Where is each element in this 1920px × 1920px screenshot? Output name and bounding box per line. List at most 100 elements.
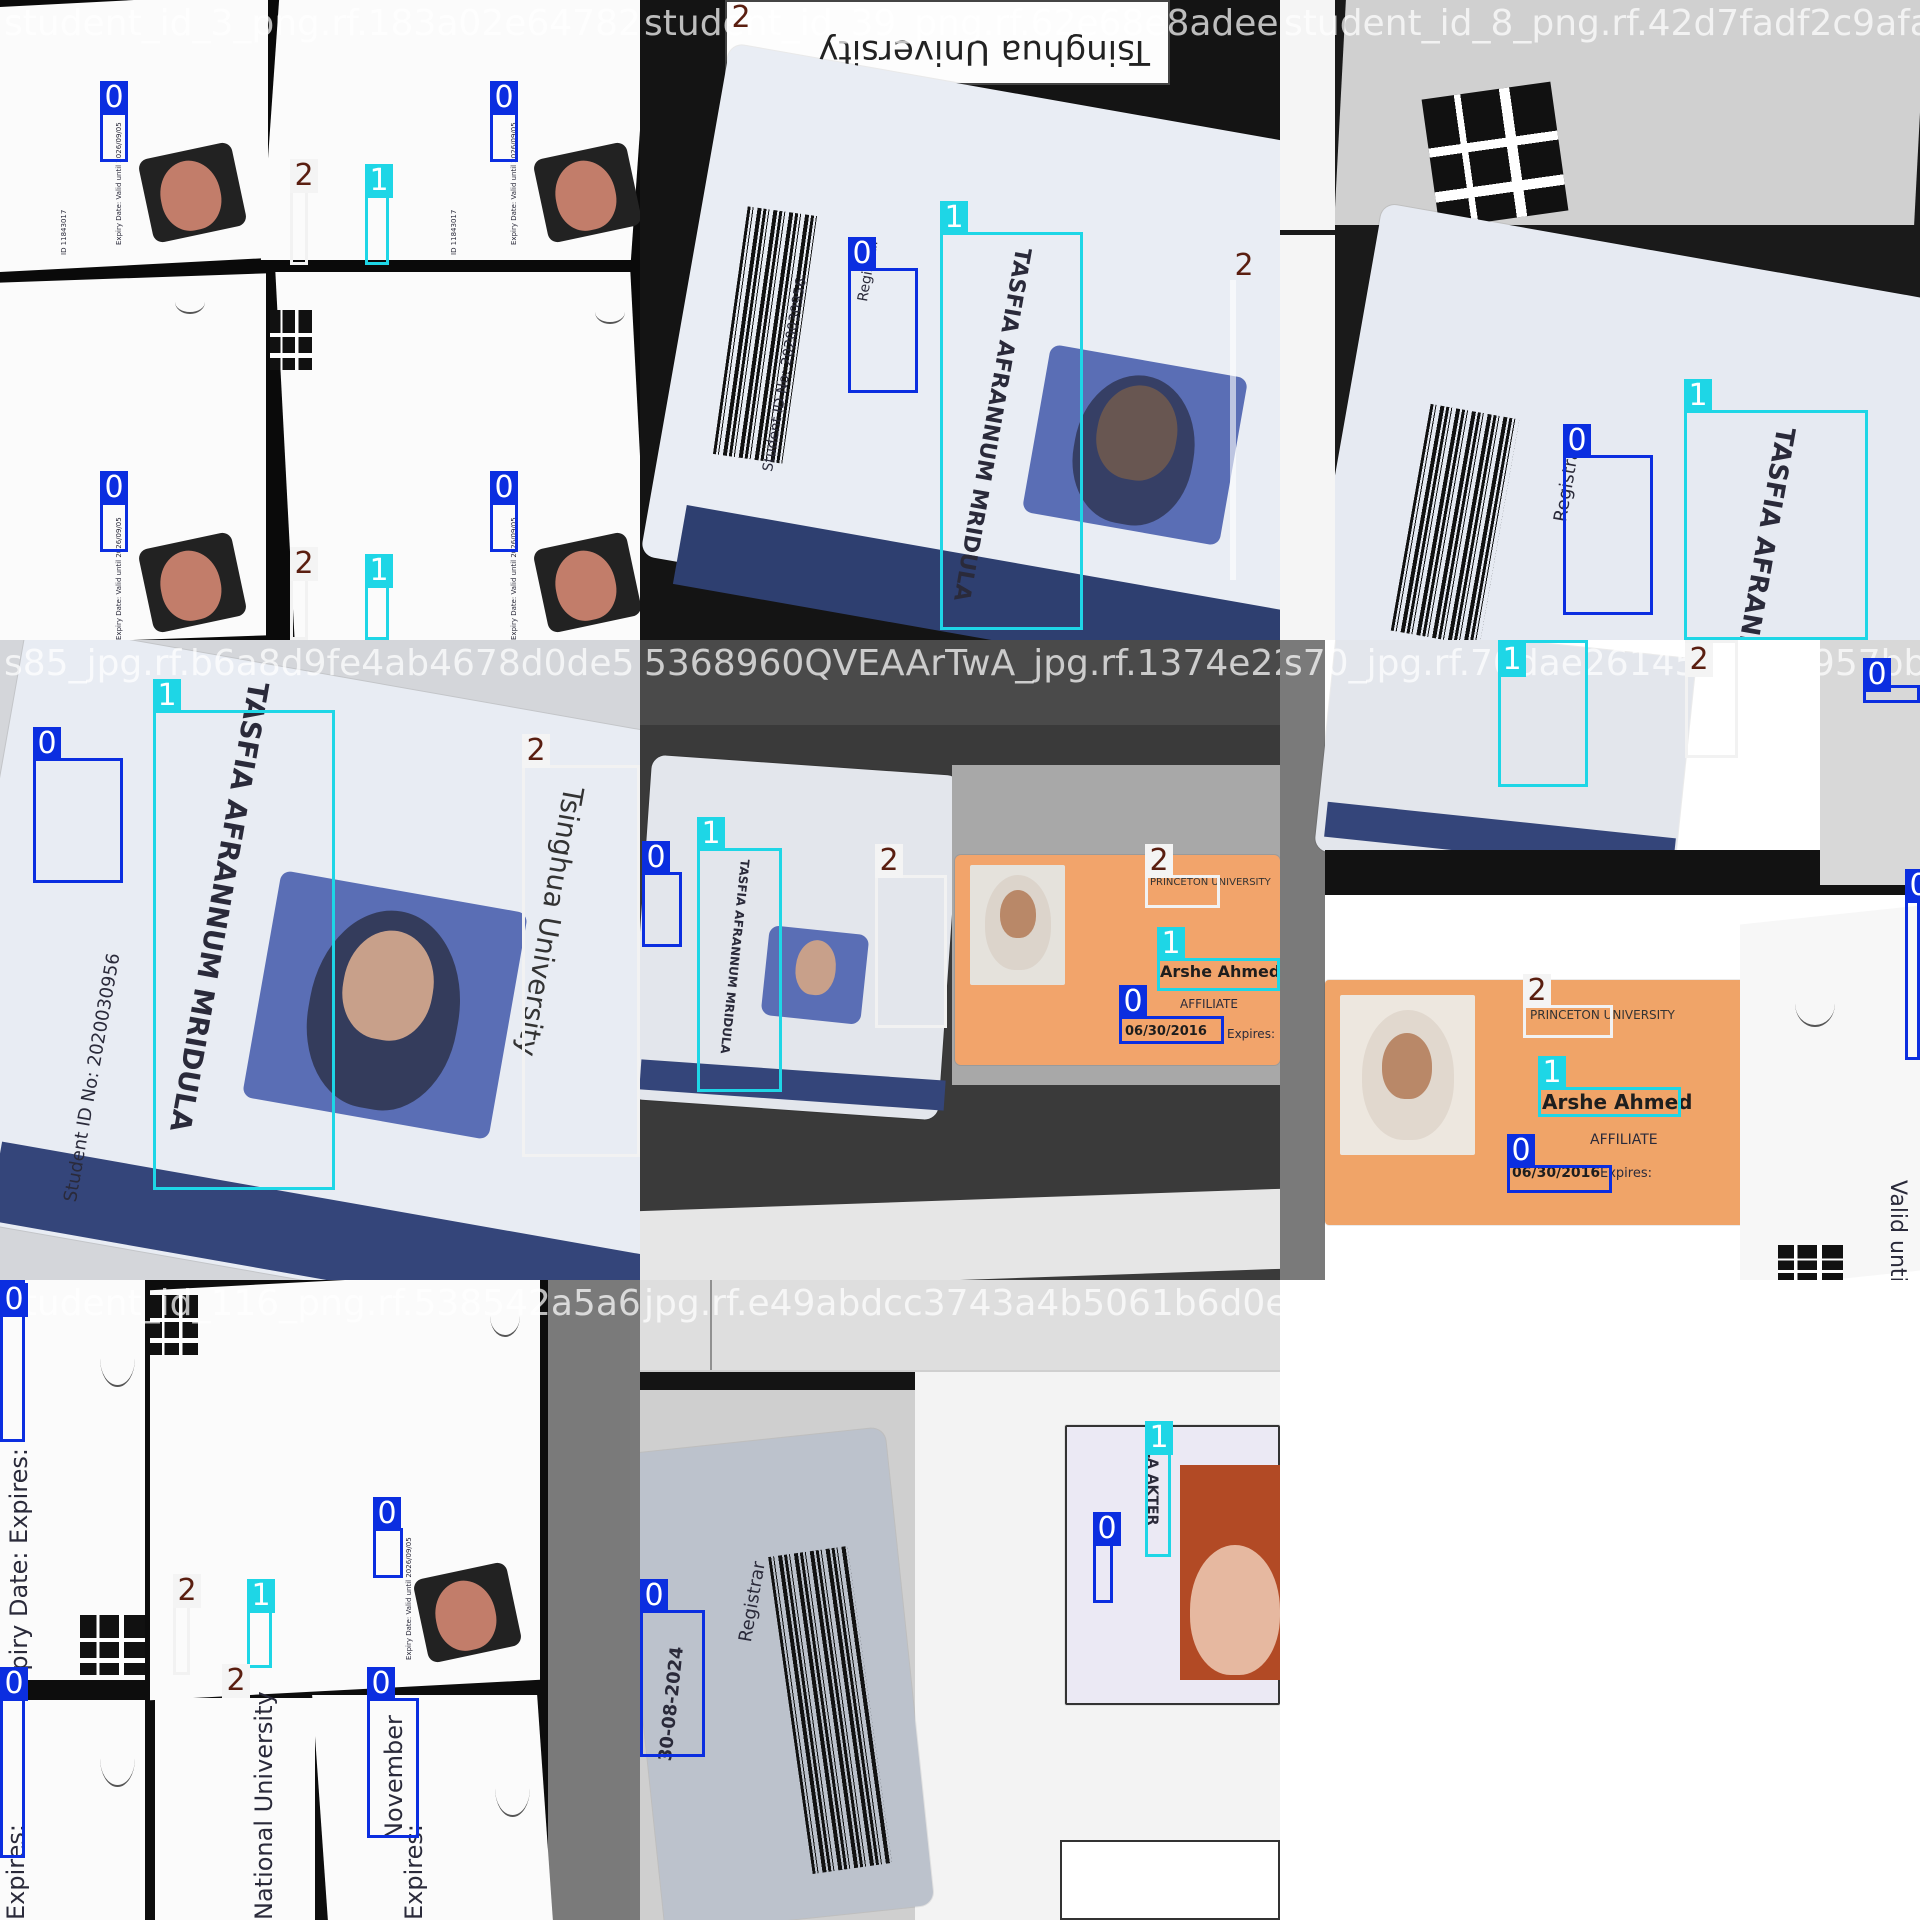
detection-box-class-2: 2 — [1230, 249, 1254, 580]
id-number-text: ID 11843017 — [60, 209, 68, 255]
tile-student-id-3: Expiry Date: Valid until 2026/09/05 ID 1… — [0, 0, 640, 640]
qr-code-icon — [270, 310, 312, 370]
detection-box-class-1: 1 — [365, 164, 393, 265]
class-label-0: 0 — [640, 1579, 668, 1613]
tile-filename: 5368960QVEAArTwA_jpg.rf.1374e22d340 — [644, 643, 1280, 684]
university-name: PRINCETON UNIVERSITY — [1530, 1008, 1675, 1022]
document-bottom-box — [1060, 1840, 1280, 1920]
tile-5368960qveaartwa: TASFIA AFRANNUM MRIDULA PRINCETON UNIVER… — [640, 640, 1280, 1280]
detection-box-class-0: 0 — [1563, 424, 1653, 615]
qr-code-icon — [80, 1615, 145, 1675]
expiry-text: Expiry Date: Valid until 2026/09/05 — [405, 1537, 413, 1660]
grey-top-band — [640, 640, 1280, 725]
class-label-2: 2 — [290, 547, 318, 581]
detection-box-class-1: 1 — [1498, 640, 1588, 787]
class-label-0: 0 — [490, 81, 518, 115]
signature-mark — [100, 1730, 135, 1787]
class-label-0: 0 — [1905, 869, 1920, 903]
class-label-0: 0 — [100, 471, 128, 505]
detection-box-class-0: 0 — [1093, 1512, 1121, 1603]
detection-box-class-1: 1 — [940, 201, 1083, 630]
signature-mark — [490, 1295, 520, 1337]
class-label-0: 0 — [1563, 424, 1591, 458]
university-name: National University — [250, 1691, 278, 1920]
detection-box-class-1: 1 — [697, 817, 782, 1092]
class-label-0: 0 — [367, 1667, 395, 1701]
tile-filename: s85_jpg.rf.b6a8d9fe4ab4678d0de5 — [4, 643, 635, 684]
top-paper — [640, 1280, 1280, 1370]
page-border — [710, 1280, 712, 1370]
detection-box-class-2: 2 — [875, 844, 947, 1028]
tile-filename: student_id_116_png.rf.538542a5a69537 — [4, 1283, 640, 1324]
class-label-1: 1 — [1684, 379, 1712, 413]
cardholder-photo — [970, 865, 1065, 985]
class-label-1: 1 — [940, 201, 968, 235]
left-grey-strip — [1280, 640, 1325, 1280]
class-label-0: 0 — [1863, 658, 1891, 692]
class-label-2: 2 — [1685, 643, 1713, 677]
affiliation-text: AFFILIATE — [1590, 1132, 1658, 1148]
class-label-2: 2 — [522, 734, 550, 768]
tile-filename: student_id_39_png.rf.62e68e8adee9f3fedd4 — [644, 3, 1280, 44]
signature-mark — [1795, 980, 1835, 1027]
class-label-2: 2 — [1145, 844, 1173, 878]
face — [153, 544, 228, 626]
class-label-2: 2 — [222, 1664, 250, 1698]
class-label-1: 1 — [153, 679, 181, 713]
hair — [1062, 365, 1207, 535]
class-label-2: 2 — [1523, 974, 1551, 1008]
class-label-0: 0 — [490, 471, 518, 505]
class-label-1: 1 — [1538, 1056, 1566, 1090]
cardholder-name: Arshe Ahmed — [1160, 962, 1280, 981]
face — [1190, 1545, 1280, 1675]
detection-box-class-0: 0 — [640, 1579, 705, 1757]
grey-strip — [548, 1280, 640, 1920]
signature-mark — [100, 1330, 135, 1387]
class-label-0: 0 — [0, 1667, 28, 1701]
detection-box-class-1: 1 — [365, 554, 393, 640]
face — [548, 154, 623, 236]
class-label-0: 0 — [0, 1283, 28, 1317]
class-label-0: 0 — [1119, 985, 1147, 1019]
tile-filename: s70_jpg.rf.70dae2614533821957bb87 — [1284, 643, 1920, 684]
class-label-0: 0 — [100, 81, 128, 115]
class-label-0: 0 — [1093, 1512, 1121, 1546]
cardholder-photo — [1340, 995, 1475, 1155]
tile-filename: student_id_3_png.rf.183a02e64782ee35d1 — [4, 3, 640, 44]
affiliation-text: AFFILIATE — [1180, 997, 1238, 1011]
detection-box-class-0: 0 — [0, 1667, 28, 1858]
detection-box-class-1: 1 — [1538, 1056, 1681, 1117]
university-name: PRINCETON UNIVERSITY — [1150, 877, 1271, 888]
white-card-fragment — [1280, 0, 1335, 230]
face — [1000, 890, 1036, 938]
class-label-1: 1 — [365, 164, 393, 198]
detection-box-class-2: 2 — [222, 1664, 250, 1703]
tile-filename: student_id_8_png.rf.42d7fadf2c9afa5 — [1284, 3, 1920, 44]
face — [428, 1574, 503, 1656]
expiry-date-text: Valid until — [1885, 1180, 1910, 1280]
expiry-text: Expiry Date: Expires: — [5, 1447, 33, 1700]
signature-mark — [595, 300, 625, 324]
bottom-paper — [640, 1188, 1280, 1280]
detection-box-class-0: 0 — [367, 1667, 419, 1838]
class-label-0: 0 — [373, 1497, 401, 1531]
detection-box-class-0: 0 — [373, 1497, 403, 1578]
card-fragment — [155, 1698, 315, 1920]
face — [793, 938, 839, 997]
expires-label: Expires: — [400, 1824, 428, 1920]
id-number-text: ID 11843017 — [450, 209, 458, 255]
face — [548, 544, 623, 626]
detection-box-class-1: 1 — [1145, 1421, 1173, 1557]
signature-mark — [495, 1760, 530, 1817]
class-label-0: 0 — [848, 237, 876, 271]
detection-box-class-2: 2 — [290, 159, 318, 265]
cardholder-name: Arshe Ahmed — [1542, 1090, 1693, 1114]
detection-box-class-0: 0 — [490, 471, 518, 552]
tile-s85: TASFIA AFRANNUM MRIDULA Student ID No: 2… — [0, 640, 640, 1280]
expires-label: Expires: — [1227, 1027, 1275, 1041]
expires-date: 06/30/2016 — [1125, 1024, 1207, 1039]
qr-code-icon — [1778, 1245, 1843, 1280]
detection-box-class-0: 0 — [1119, 985, 1224, 1044]
detection-box-class-0: 0 — [848, 237, 918, 393]
detection-box-class-0: 0 — [1507, 1134, 1612, 1193]
